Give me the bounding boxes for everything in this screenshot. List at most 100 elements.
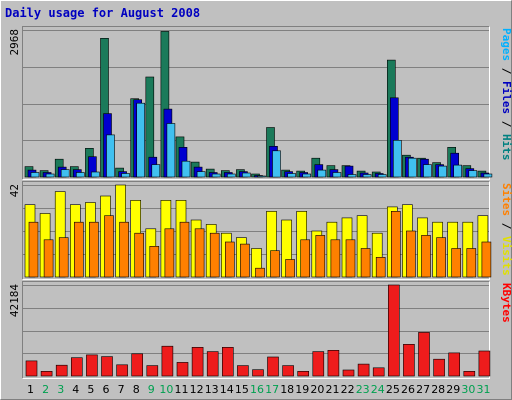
bar-sites-day-2: [43, 239, 54, 278]
bar-sites-day-19: [300, 239, 311, 278]
day-label-5: 5: [87, 383, 94, 396]
day-label-3: 3: [57, 383, 64, 396]
bar-kbytes-day-16: [252, 369, 264, 377]
day-label-4: 4: [72, 383, 79, 396]
day-label-24: 24: [371, 383, 385, 396]
panel-hits-max-label: 2968: [8, 29, 21, 56]
bar-kbytes-day-13: [206, 351, 219, 377]
bar-kbytes-day-23: [357, 363, 370, 377]
bar-sites-day-4: [74, 221, 84, 278]
bar-kbytes-day-31: [478, 350, 491, 377]
legend-label: Sites: [500, 183, 512, 216]
legend-label: Pages: [500, 28, 512, 61]
bar-kbytes-day-5: [86, 354, 98, 377]
day-label-28: 28: [431, 383, 445, 396]
bar-kbytes-day-8: [131, 353, 143, 377]
bar-pages-day-11: [181, 160, 191, 178]
day-label-13: 13: [205, 383, 219, 396]
panel-visits-max-label: 42: [8, 184, 21, 197]
day-label-6: 6: [103, 383, 110, 396]
day-label-9: 9: [148, 383, 155, 396]
day-label-18: 18: [280, 383, 294, 396]
bar-sites-day-13: [209, 232, 220, 278]
day-label-26: 26: [401, 383, 415, 396]
bar-sites-day-5: [89, 221, 99, 278]
bar-kbytes-day-20: [312, 351, 325, 377]
bar-kbytes-day-17: [267, 356, 279, 377]
bar-kbytes-day-10: [161, 345, 174, 377]
day-label-11: 11: [175, 383, 189, 396]
bar-pages-day-17: [272, 150, 281, 178]
bar-sites-day-20: [315, 235, 326, 278]
panel-kbytes-legend: KBytes: [500, 283, 512, 323]
chart-panels: 2968 Pages / Files / Hits 42 Sites / Visits…: [8, 26, 512, 379]
bar-pages-day-10: [166, 123, 176, 178]
day-label-8: 8: [133, 383, 140, 396]
panel-hits-background: [22, 26, 490, 180]
legend-label: Visits: [500, 236, 512, 276]
chart-title: Daily usage for August 2008: [5, 6, 200, 20]
bar-sites-day-8: [134, 232, 144, 278]
bar-sites-day-18: [285, 259, 295, 278]
bar-pages-day-13: [211, 173, 221, 178]
bar-pages-day-20: [317, 169, 327, 178]
legend-label: KBytes: [500, 283, 512, 323]
bar-pages-day-7: [121, 173, 130, 178]
bar-sites-day-29: [451, 248, 462, 278]
bar-sites-day-1: [28, 221, 39, 278]
legend-label: /: [500, 114, 512, 134]
bar-pages-day-16: [257, 175, 266, 178]
bar-kbytes-day-22: [342, 369, 355, 377]
panel-visits-legend: Sites / Visits: [500, 183, 512, 276]
day-label-17: 17: [265, 383, 279, 396]
bar-kbytes-day-24: [372, 367, 385, 377]
day-label-16: 16: [250, 383, 264, 396]
day-labels: 1 2 3 4 5 6 7 8 9 10 11 12 13 14 15 16 17 18 19 20 21 22 23 24 2…: [27, 383, 491, 396]
bar-pages-day-4: [76, 172, 85, 178]
panel-hits-legend: Pages / Files / Hits: [500, 28, 512, 161]
bar-kbytes-day-25: [387, 284, 400, 377]
bar-pages-day-8: [136, 102, 145, 178]
day-label-7: 7: [118, 383, 125, 396]
bar-kbytes-day-1: [25, 360, 38, 377]
bar-kbytes-day-19: [297, 370, 310, 377]
bar-sites-day-26: [406, 230, 416, 278]
bar-sites-day-28: [436, 237, 446, 278]
bar-pages-day-3: [60, 169, 70, 178]
bar-kbytes-day-2: [40, 370, 53, 377]
bar-sites-day-6: [104, 215, 114, 278]
day-label-1: 1: [27, 383, 34, 396]
bar-sites-day-31: [481, 241, 492, 278]
bar-kbytes-day-28: [433, 358, 445, 377]
bar-sites-day-25: [390, 211, 401, 278]
day-label-2: 2: [42, 383, 49, 396]
bar-sites-day-15: [240, 243, 250, 278]
bar-pages-day-15: [242, 172, 251, 178]
legend-label: /: [500, 216, 512, 236]
day-label-15: 15: [235, 383, 249, 396]
day-label-29: 29: [446, 383, 460, 396]
bar-kbytes-day-6: [101, 356, 113, 377]
bar-pages-day-25: [392, 140, 402, 178]
bar-pages-day-28: [438, 165, 447, 178]
day-label-10: 10: [159, 383, 173, 396]
bar-pages-day-18: [287, 173, 296, 178]
bar-sites-day-21: [330, 239, 341, 278]
bar-sites-day-27: [421, 235, 431, 278]
day-label-30: 30: [461, 383, 475, 396]
bar-pages-day-29: [453, 164, 463, 178]
day-label-20: 20: [310, 383, 324, 396]
bar-pages-day-1: [30, 172, 40, 178]
bar-pages-day-14: [227, 173, 236, 178]
bar-kbytes-day-7: [116, 364, 128, 377]
bar-sites-day-11: [179, 221, 190, 278]
bar-pages-day-9: [151, 164, 161, 178]
bar-kbytes-day-14: [222, 346, 234, 377]
day-label-22: 22: [341, 383, 355, 396]
bar-sites-day-14: [225, 241, 235, 278]
bar-sites-day-16: [255, 267, 265, 278]
bar-kbytes-day-12: [191, 346, 204, 377]
bar-pages-day-30: [468, 170, 478, 178]
bar-sites-day-12: [194, 228, 205, 278]
bar-sites-day-3: [58, 237, 69, 278]
